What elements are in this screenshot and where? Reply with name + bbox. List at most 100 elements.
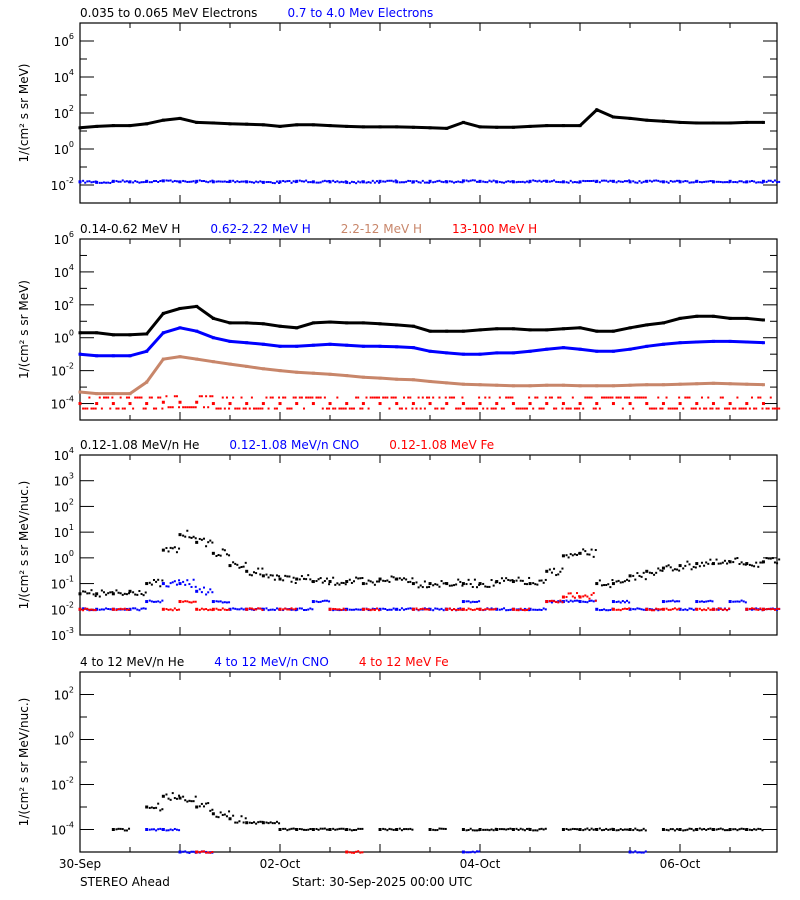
data-point (495, 383, 499, 387)
data-point (690, 827, 693, 830)
data-point (517, 828, 520, 831)
data-point (755, 561, 758, 564)
data-point (261, 407, 264, 410)
data-point (119, 180, 122, 183)
data-point (217, 816, 220, 819)
data-point (205, 180, 208, 183)
data-point (723, 181, 726, 184)
y-tick-exponent: 4 (69, 446, 74, 455)
data-point (617, 579, 620, 582)
series-4-to-12-mev-n-cno (145, 827, 647, 854)
data-point (382, 579, 385, 582)
data-point (328, 320, 332, 324)
data-point (159, 585, 162, 588)
data-point (86, 592, 89, 595)
data-point (459, 407, 462, 410)
data-point (436, 607, 439, 610)
data-point (723, 559, 726, 562)
data-point (588, 599, 591, 602)
data-point (428, 126, 432, 130)
data-point (248, 573, 251, 576)
data-point (411, 407, 414, 410)
data-point (88, 609, 91, 612)
data-point (671, 180, 674, 183)
data-point (223, 608, 226, 611)
data-point (476, 180, 479, 183)
data-point (305, 179, 308, 182)
data-point (311, 396, 314, 399)
data-point (455, 583, 458, 586)
data-point (392, 180, 395, 183)
data-point (703, 407, 706, 410)
data-point (292, 180, 295, 183)
data-point (538, 407, 541, 410)
data-point (553, 179, 556, 182)
data-point (461, 828, 465, 831)
data-point (95, 392, 99, 396)
data-point (384, 580, 387, 583)
data-point (311, 321, 315, 325)
data-point (215, 815, 218, 818)
data-point (434, 607, 437, 610)
data-point (332, 827, 335, 830)
data-point (609, 396, 612, 399)
data-point (173, 797, 176, 800)
data-point (194, 600, 197, 603)
data-point (223, 601, 226, 604)
series-line (79, 326, 764, 358)
data-point (428, 379, 432, 383)
data-point (278, 828, 282, 831)
data-point (317, 396, 320, 399)
y-tick-exponent: 1 (69, 523, 74, 532)
data-point (211, 600, 215, 604)
data-point (282, 608, 285, 611)
data-point (578, 180, 582, 184)
data-point (345, 374, 349, 378)
data-point (261, 322, 265, 326)
data-point (648, 179, 651, 182)
series-0-62-2-22-mev-h (78, 326, 765, 358)
data-point (495, 402, 499, 406)
data-point (653, 573, 656, 576)
data-point (328, 828, 332, 831)
data-point (586, 601, 589, 604)
data-point (288, 575, 291, 578)
data-point (617, 608, 620, 611)
data-point (371, 396, 374, 399)
data-point (473, 179, 476, 182)
data-point (705, 407, 708, 410)
legend-entry: 0.035 to 0.065 MeV Electrons (80, 6, 257, 20)
data-point (415, 581, 418, 584)
data-point (542, 407, 545, 410)
data-point (594, 549, 597, 552)
data-point (695, 562, 699, 566)
data-point (338, 181, 341, 184)
data-point (526, 609, 529, 612)
data-point (311, 180, 315, 184)
y-tick-exponent: 0 (69, 549, 74, 558)
data-point (695, 607, 699, 611)
data-point (125, 396, 128, 399)
data-point (611, 579, 614, 582)
data-point (650, 609, 653, 612)
data-point (211, 551, 215, 555)
data-point (169, 546, 172, 549)
data-point (665, 565, 668, 568)
data-point (159, 827, 162, 830)
data-point (455, 407, 458, 410)
data-point (311, 123, 315, 127)
data-point (338, 827, 341, 830)
data-point (386, 396, 389, 399)
data-point (150, 828, 153, 831)
data-point (171, 609, 174, 612)
data-point (661, 828, 665, 831)
data-point (84, 181, 87, 184)
data-point (171, 547, 174, 550)
data-point (211, 180, 215, 184)
data-point (136, 593, 139, 596)
data-point (367, 181, 370, 184)
data-point (382, 827, 385, 830)
data-point (590, 599, 593, 602)
data-point (290, 580, 293, 583)
data-point (607, 609, 610, 612)
